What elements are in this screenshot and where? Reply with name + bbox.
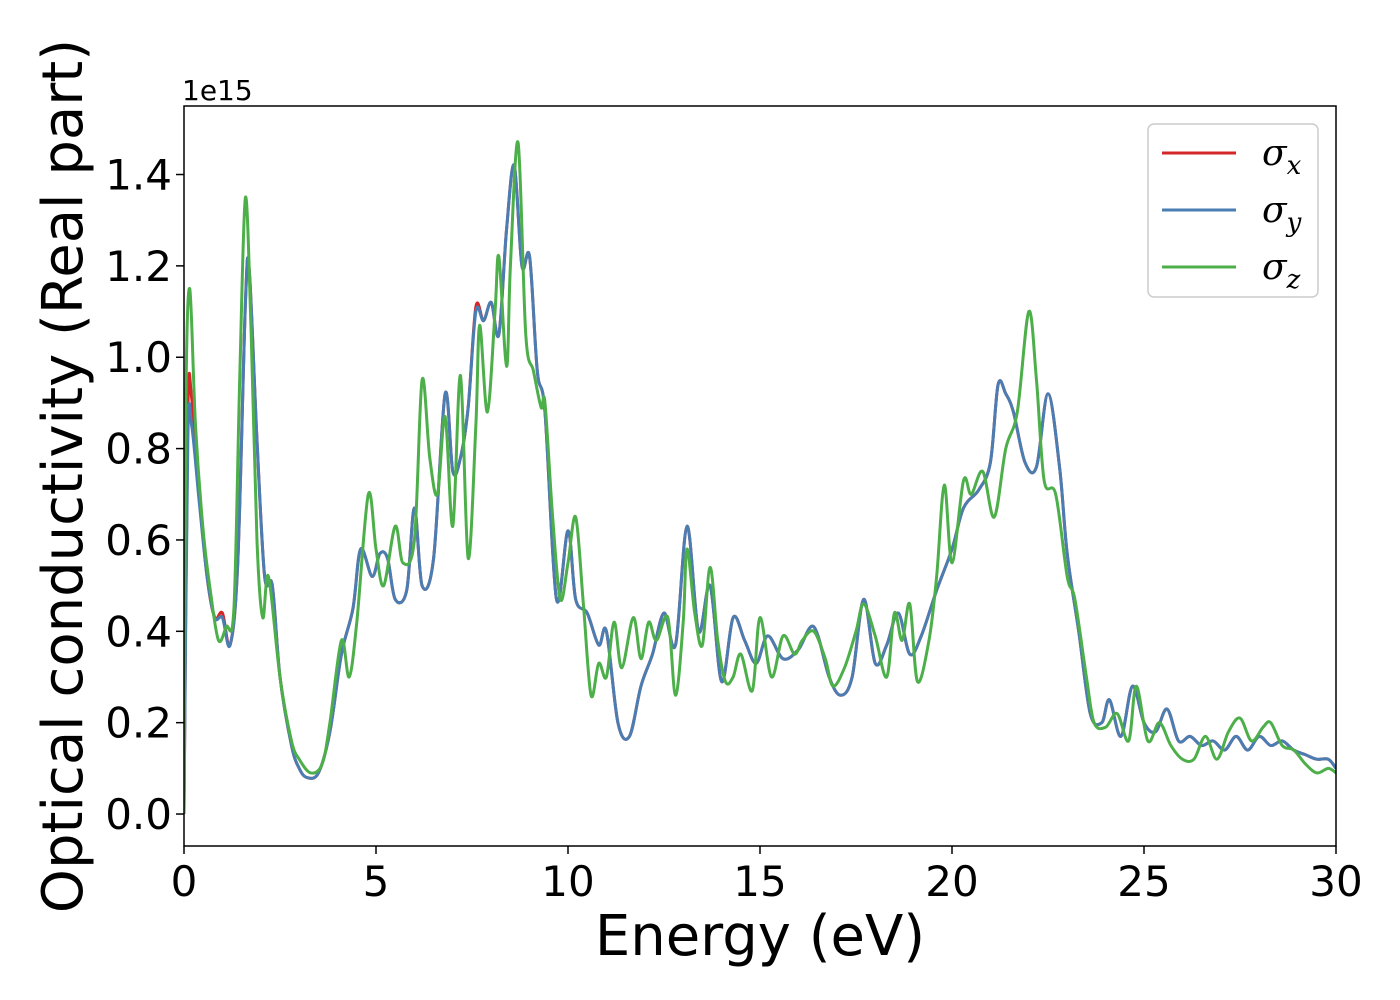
series-lines bbox=[184, 140, 1336, 815]
y-tick-label: 1.0 bbox=[105, 333, 172, 382]
x-tick-label: 5 bbox=[363, 857, 390, 906]
x-tick-label: 15 bbox=[733, 857, 786, 906]
legend-label-z: σz bbox=[1262, 247, 1301, 295]
legend: σx σy σz bbox=[1147, 123, 1319, 298]
y-tick-label: 1.4 bbox=[105, 151, 172, 200]
series-line-y bbox=[184, 163, 1336, 815]
x-tick-label: 25 bbox=[1117, 857, 1170, 906]
x-axis: 0 5 10 15 20 25 30 bbox=[171, 846, 1363, 906]
x-tick-label: 20 bbox=[925, 857, 978, 906]
x-tick-label: 10 bbox=[541, 857, 594, 906]
x-tick-label: 30 bbox=[1309, 857, 1362, 906]
y-tick-label: 0.4 bbox=[105, 607, 172, 656]
y-tick-label: 0.8 bbox=[105, 425, 172, 474]
y-tick-label: 1.2 bbox=[105, 242, 172, 291]
legend-label-y: σy bbox=[1262, 190, 1302, 238]
y-tick-label: 0.2 bbox=[105, 699, 172, 748]
y-tick-label: 0.6 bbox=[105, 516, 172, 565]
series-line-z bbox=[184, 140, 1336, 815]
x-tick-label: 0 bbox=[171, 857, 198, 906]
x-axis-label: Energy (eV) bbox=[595, 904, 925, 969]
legend-items: σx σy σz bbox=[1162, 133, 1302, 295]
y-axis-label: Optical conductivity (Real part) bbox=[31, 39, 96, 913]
legend-label-x: σx bbox=[1262, 133, 1302, 181]
y-tick-label: 0.0 bbox=[105, 790, 172, 839]
y-offset-label: 1e15 bbox=[182, 74, 253, 107]
y-axis: 0.0 0.2 0.4 0.6 0.8 1.0 1.2 1.4 bbox=[105, 151, 184, 839]
